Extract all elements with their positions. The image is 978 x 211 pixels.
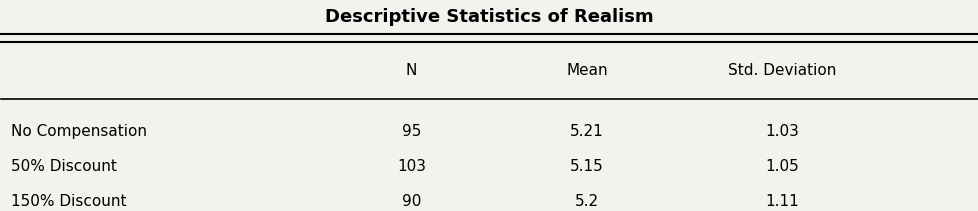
Text: 95: 95 xyxy=(401,124,421,139)
Text: 5.2: 5.2 xyxy=(574,194,599,209)
Text: 1.05: 1.05 xyxy=(765,159,798,174)
Text: Descriptive Statistics of Realism: Descriptive Statistics of Realism xyxy=(325,8,653,26)
Text: 150% Discount: 150% Discount xyxy=(11,194,126,209)
Text: Std. Deviation: Std. Deviation xyxy=(728,63,835,78)
Text: 90: 90 xyxy=(401,194,421,209)
Text: 5.21: 5.21 xyxy=(569,124,603,139)
Text: 1.11: 1.11 xyxy=(765,194,798,209)
Text: 5.15: 5.15 xyxy=(569,159,603,174)
Text: 50% Discount: 50% Discount xyxy=(11,159,117,174)
Text: 1.03: 1.03 xyxy=(765,124,798,139)
Text: N: N xyxy=(405,63,417,78)
Text: No Compensation: No Compensation xyxy=(11,124,147,139)
Text: 103: 103 xyxy=(396,159,425,174)
Text: Mean: Mean xyxy=(565,63,607,78)
